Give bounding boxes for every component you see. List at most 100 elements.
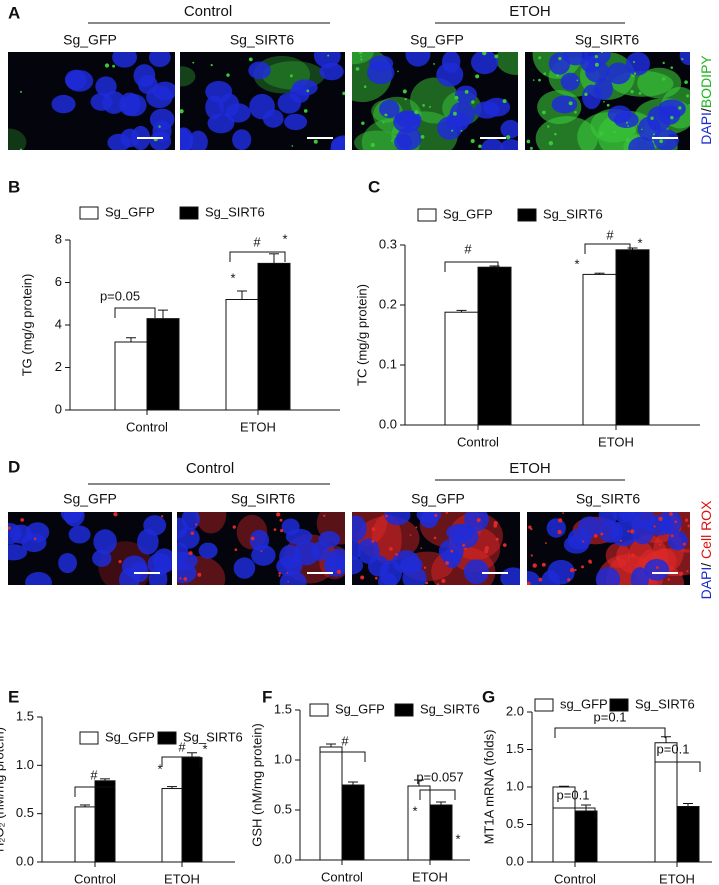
nucleus [279,570,307,585]
dot [670,534,674,538]
dot [289,74,293,78]
dot [678,106,682,110]
nucleus [251,544,276,566]
dot [667,578,671,581]
nucleus [102,91,126,115]
bar [444,311,479,426]
annotation: # [606,227,614,242]
nucleus [527,570,541,585]
bar [74,806,96,863]
dot [234,548,238,552]
dot [556,74,560,78]
dot [402,89,407,94]
bar [94,780,116,863]
nucleus [667,530,688,551]
dot [355,67,360,71]
dot [638,91,642,95]
dot [526,139,531,144]
dot [650,116,654,120]
dot [574,110,577,114]
nucleus [598,512,617,527]
dot [659,543,662,546]
dot [342,91,345,96]
column-label: Sg_GFP [63,32,117,48]
dot [286,571,289,574]
nucleus [198,542,218,559]
dot [594,55,598,59]
dot [493,520,498,526]
dot [588,559,592,564]
dot [682,542,686,546]
dot [464,89,469,94]
nucleus [585,60,610,83]
dot [441,578,446,584]
dot [506,135,511,140]
nucleus [130,561,149,583]
dot [670,115,674,120]
x-tick-label: Control [321,869,363,884]
dot [482,52,487,56]
nucleus [95,76,117,97]
dot [576,79,579,82]
bracket [161,756,201,767]
bracket [584,243,631,254]
nucleus [277,92,302,114]
stain-blob [180,66,196,87]
dot [612,130,616,134]
y-tick-label: 1.0 [274,751,292,766]
legend-swatch [517,208,537,222]
dot [685,94,690,98]
nucleus [64,69,87,90]
nucleus [610,520,638,547]
dot [158,125,161,128]
y-tick-label: 0.2 [379,296,397,311]
bar [341,784,365,861]
y-tick-label: 0.0 [274,851,292,866]
panel-letter: F [262,687,272,706]
dot [600,52,603,54]
dot [250,536,255,541]
dot [371,527,376,532]
nucleus [628,136,655,150]
dot [404,98,407,101]
bar [181,757,203,863]
dot [336,569,341,575]
micrograph [352,512,520,585]
nucleus [143,515,167,536]
dot [414,109,419,115]
dot [554,132,557,136]
annotation: p=0.1 [657,741,690,756]
dot [606,103,610,107]
x-tick-label: ETOH [598,434,634,449]
dot [179,577,182,580]
dot [360,575,365,580]
dot [652,133,655,136]
nucleus [51,94,76,114]
legend-swatch [179,206,199,220]
nucleus [25,571,52,585]
dot [631,74,635,78]
dot [557,518,563,523]
dot [118,560,122,564]
y-tick-label: 1.5 [16,708,34,723]
nucleus [653,129,679,150]
nucleus [392,550,420,574]
dot [306,89,310,93]
nucleus [658,512,682,535]
dot [630,89,634,94]
dot [113,512,118,517]
images [8,52,690,585]
legend-label: Sg_GFP [335,701,385,716]
dot [538,78,541,82]
dot [582,540,585,543]
dot [594,62,599,67]
dot [428,105,431,108]
dot [631,553,635,558]
dot [313,139,318,144]
nucleus [393,111,421,133]
dot [547,125,550,128]
legend-label: Sg_SIRT6 [635,696,695,711]
dot [420,134,425,139]
nucleus [463,559,489,585]
annotation: # [341,733,349,748]
